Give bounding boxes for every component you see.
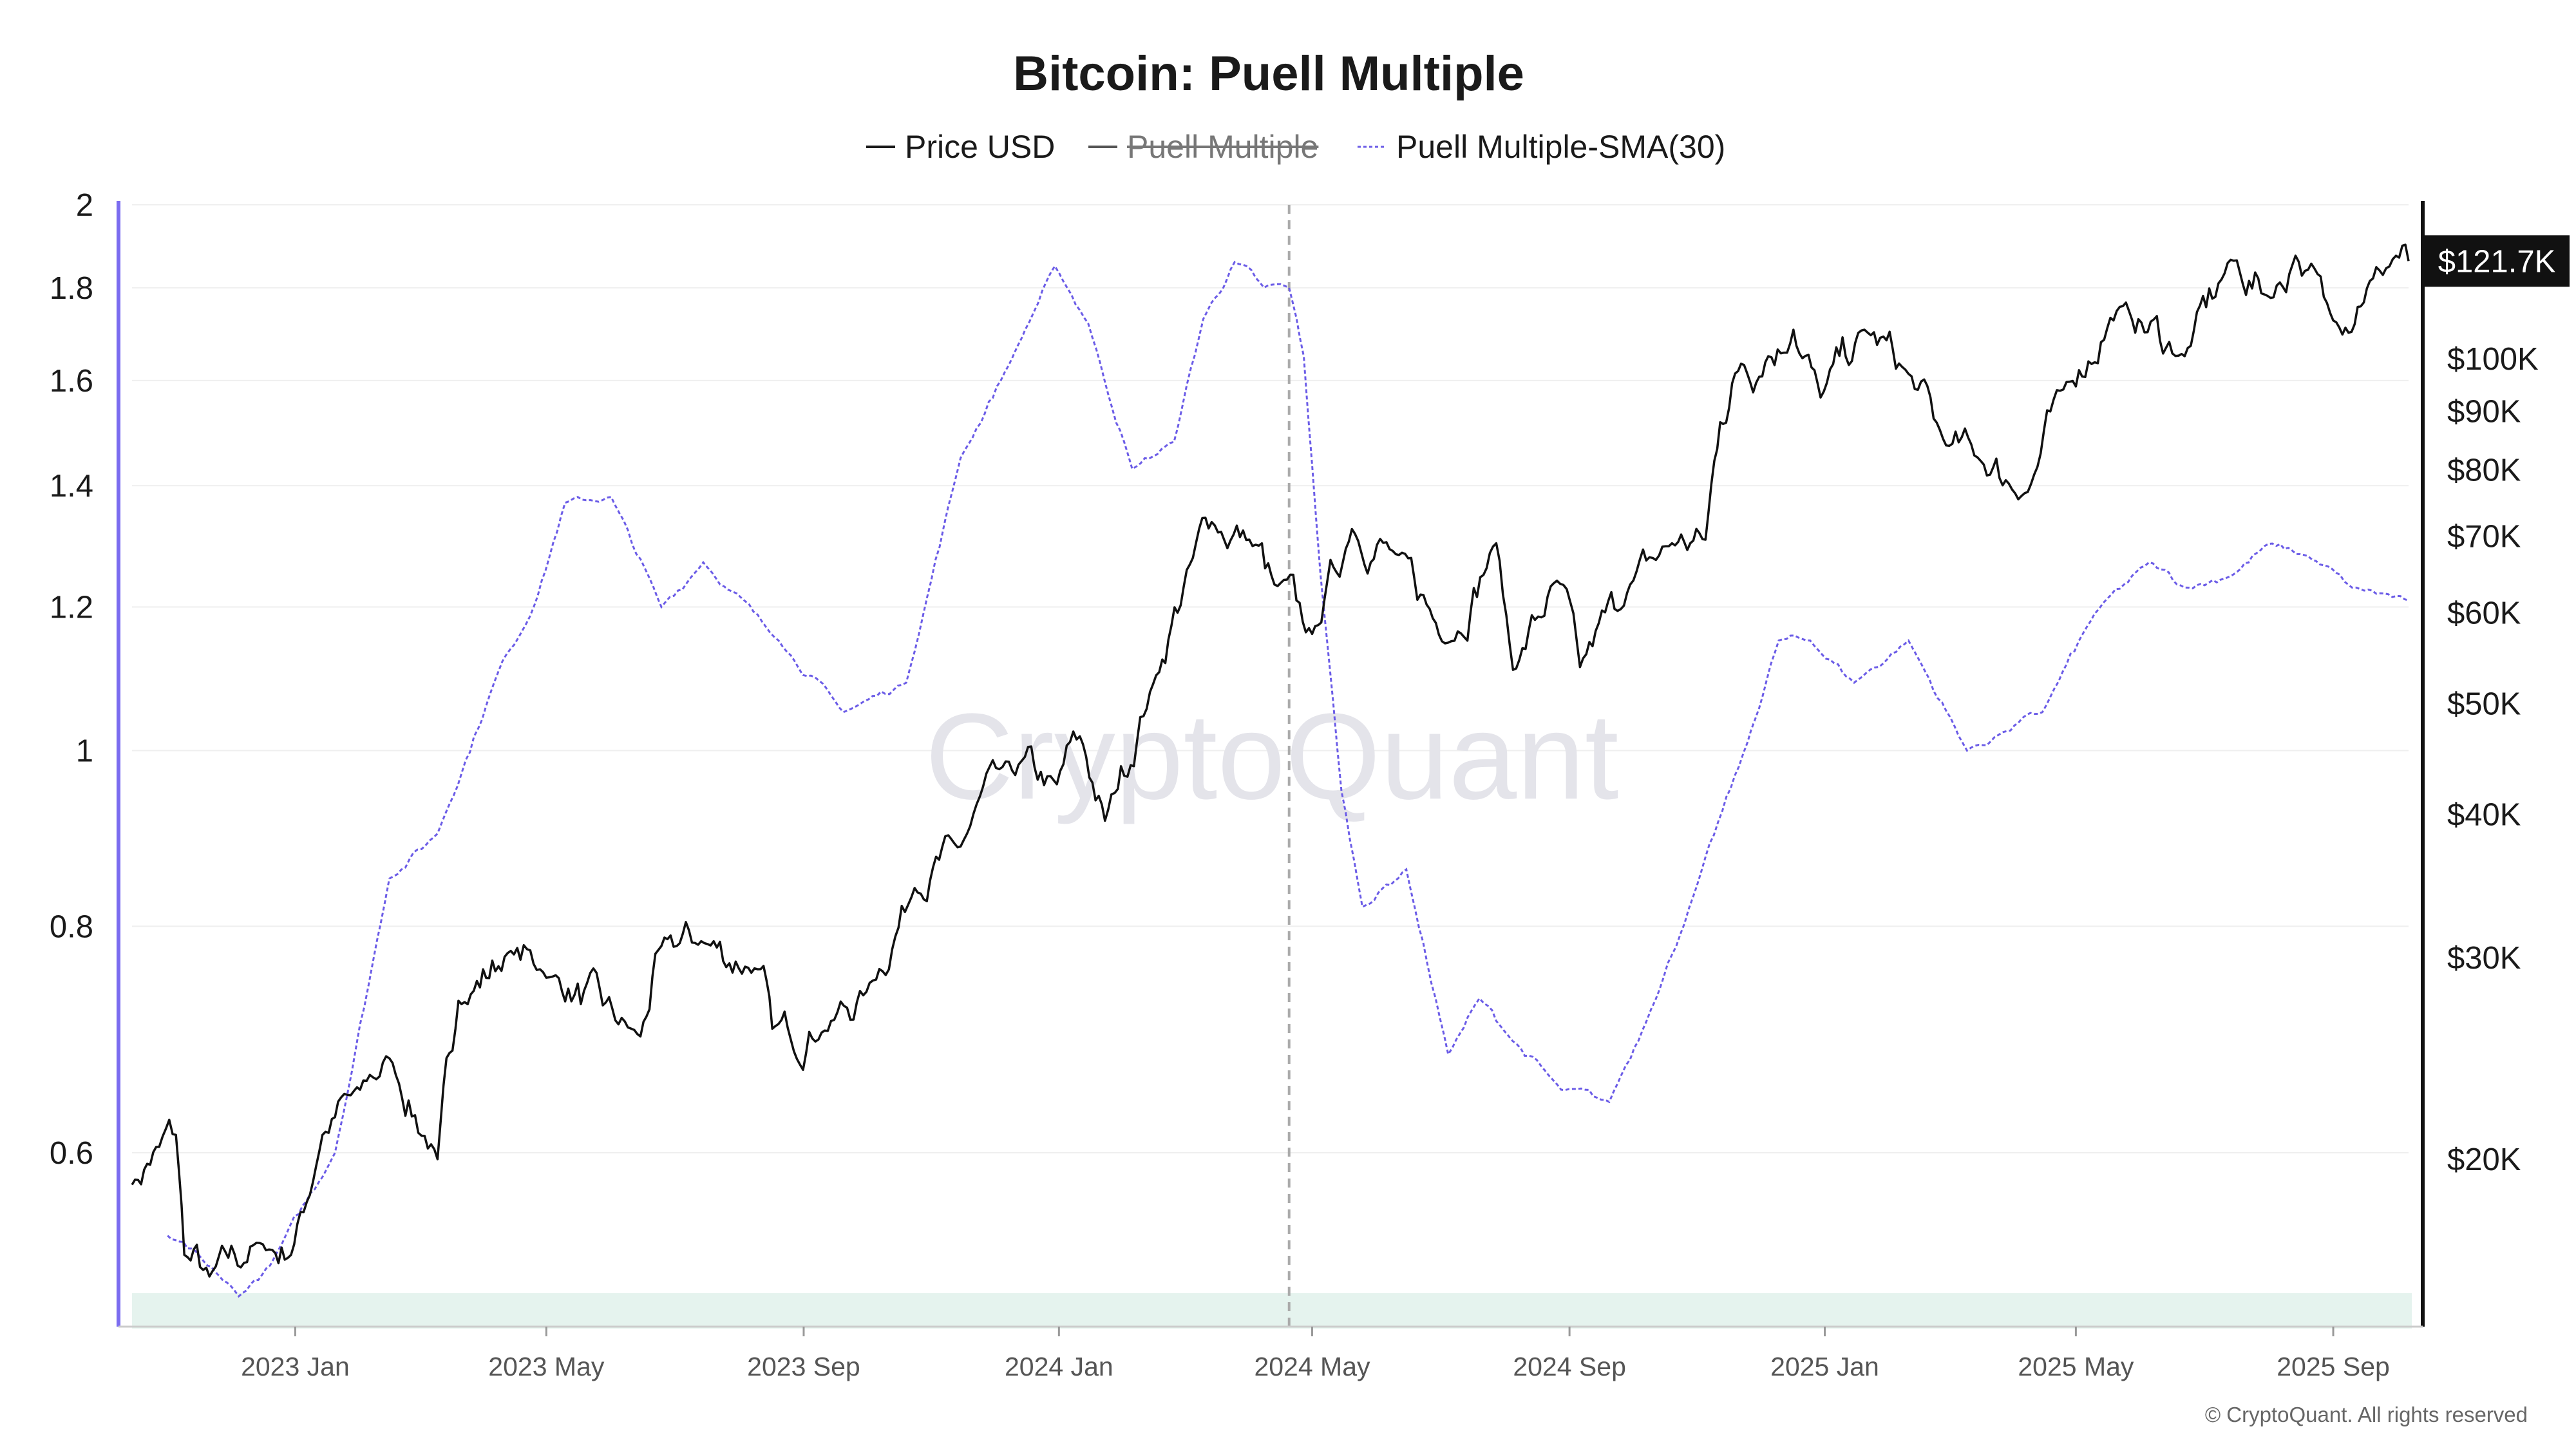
- left-axis-ticks: 2 1.8 1.6 1.4 1.2 1 0.8 0.6: [50, 188, 93, 1171]
- x-tick-label: 2025 Jan: [1770, 1352, 1879, 1381]
- x-axis-ticks: 2023 Jan 2023 May 2023 Sep 2024 Jan 2024 May…: [241, 1327, 2390, 1381]
- legend-label-price: Price USD: [905, 129, 1055, 165]
- x-tick-label: 2023 Sep: [747, 1352, 860, 1381]
- x-tick-label: 2024 May: [1254, 1352, 1370, 1381]
- legend-label-sma: Puell Multiple-SMA(30): [1396, 129, 1725, 165]
- right-tick-label: $70K: [2447, 519, 2521, 554]
- left-tick-label: 2: [76, 188, 93, 223]
- watermark: CryptoQuant: [925, 688, 1618, 825]
- legend-item-puell-multiple[interactable]: Puell Multiple: [1088, 129, 1319, 165]
- right-tick-label: $50K: [2447, 687, 2521, 721]
- current-price-tag: $121.7K: [2425, 235, 2570, 287]
- right-tick-label: $40K: [2447, 798, 2521, 833]
- left-tick-label: 1.4: [50, 469, 93, 504]
- right-tick-label: $80K: [2447, 453, 2521, 488]
- left-tick-label: 0.8: [50, 909, 93, 944]
- right-tick-label: $30K: [2447, 941, 2521, 976]
- current-price-label: $121.7K: [2438, 244, 2556, 279]
- x-tick-label: 2024 Sep: [1513, 1352, 1626, 1381]
- x-tick-label: 2025 Sep: [2277, 1352, 2390, 1381]
- x-tick-label: 2025 May: [2018, 1352, 2134, 1381]
- left-tick-label: 1.2: [50, 591, 93, 625]
- left-tick-label: 0.6: [50, 1136, 93, 1171]
- x-tick-label: 2024 Jan: [1005, 1352, 1113, 1381]
- gridlines: [132, 204, 2409, 1153]
- range-band: [132, 1293, 2412, 1329]
- x-tick-label: 2023 May: [488, 1352, 605, 1381]
- right-axis-ticks: $100K $90K $80K $70K $60K $50K $40K $30K $20K: [2447, 342, 2539, 1177]
- right-tick-label: $20K: [2447, 1142, 2521, 1177]
- copyright-notice: © CryptoQuant. All rights reserved: [2205, 1403, 2528, 1426]
- current-price-tag-box: [2425, 235, 2570, 287]
- legend-item-sma[interactable]: Puell Multiple-SMA(30): [1358, 129, 1725, 165]
- right-tick-label: $90K: [2447, 394, 2521, 429]
- right-tick-label: $60K: [2447, 596, 2521, 631]
- right-tick-label: $100K: [2447, 342, 2539, 377]
- left-tick-label: 1: [76, 734, 93, 768]
- left-tick-label: 1.6: [50, 364, 93, 399]
- legend-item-price[interactable]: Price USD: [866, 129, 1055, 165]
- series-line-price-usd: [131, 243, 2410, 1278]
- x-tick-label: 2023 Jan: [241, 1352, 350, 1381]
- left-tick-label: 1.8: [50, 271, 93, 306]
- legend: Price USD Puell Multiple Puell Multiple-…: [866, 129, 1725, 165]
- chart-title: Bitcoin: Puell Multiple: [1013, 46, 1524, 101]
- series-line-puell-sma30: [167, 260, 2409, 1298]
